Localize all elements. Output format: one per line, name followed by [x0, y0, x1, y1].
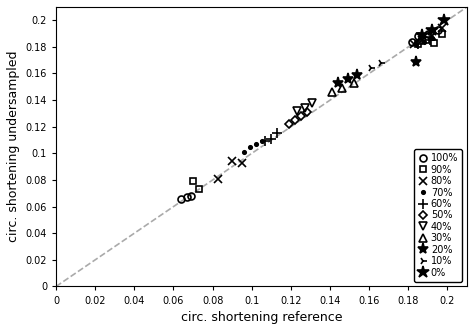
90% — [190, 179, 196, 183]
70% — [413, 42, 419, 46]
Line: 10%: 10% — [367, 59, 385, 72]
60% — [427, 38, 433, 42]
100% — [410, 40, 415, 44]
30% — [329, 90, 335, 94]
Line: 20%: 20% — [332, 56, 422, 88]
0% — [441, 18, 447, 22]
80% — [239, 161, 245, 165]
20% — [335, 81, 341, 85]
80% — [419, 38, 425, 42]
100% — [415, 34, 421, 38]
Legend: 100%, 90%, 80%, 70%, 60%, 50%, 40%, 30%, 20%, 10%, 0%: 100%, 90%, 80%, 70%, 60%, 50%, 40%, 30%,… — [414, 149, 462, 282]
Line: 50%: 50% — [286, 109, 310, 127]
30% — [351, 81, 356, 85]
Line: 40%: 40% — [292, 99, 317, 115]
80% — [216, 177, 221, 181]
10% — [368, 66, 374, 70]
Line: 100%: 100% — [178, 26, 441, 202]
40% — [302, 106, 308, 110]
70% — [253, 142, 258, 146]
50% — [286, 122, 292, 126]
100% — [184, 195, 190, 199]
100% — [188, 194, 194, 198]
Line: 80%: 80% — [214, 24, 446, 183]
90% — [431, 41, 437, 45]
100% — [425, 31, 431, 35]
70% — [421, 40, 427, 44]
50% — [304, 110, 310, 114]
0% — [419, 33, 425, 37]
20% — [345, 77, 350, 81]
50% — [298, 114, 303, 118]
60% — [415, 42, 421, 46]
90% — [196, 187, 202, 191]
Y-axis label: circ. shortening undersampled: circ. shortening undersampled — [7, 51, 20, 243]
40% — [294, 109, 300, 113]
Line: 30%: 30% — [328, 79, 358, 96]
70% — [241, 150, 247, 154]
20% — [355, 73, 360, 77]
60% — [268, 137, 274, 141]
60% — [263, 139, 268, 143]
10% — [378, 61, 384, 65]
20% — [413, 60, 419, 64]
90% — [423, 38, 429, 42]
30% — [339, 86, 345, 90]
50% — [292, 118, 298, 122]
100% — [178, 197, 184, 201]
80% — [429, 34, 435, 38]
Line: 60%: 60% — [261, 35, 435, 146]
70% — [259, 139, 264, 143]
Line: 0%: 0% — [416, 14, 450, 41]
80% — [411, 42, 417, 46]
40% — [310, 101, 315, 105]
90% — [439, 31, 445, 35]
90% — [415, 42, 421, 46]
100% — [435, 27, 440, 31]
60% — [274, 131, 280, 135]
80% — [229, 159, 235, 163]
Line: 90%: 90% — [190, 30, 445, 193]
Line: 70%: 70% — [240, 34, 435, 156]
80% — [439, 26, 445, 30]
70% — [247, 145, 253, 149]
X-axis label: circ. shortening reference: circ. shortening reference — [181, 311, 342, 324]
70% — [429, 35, 435, 39]
0% — [429, 27, 435, 31]
